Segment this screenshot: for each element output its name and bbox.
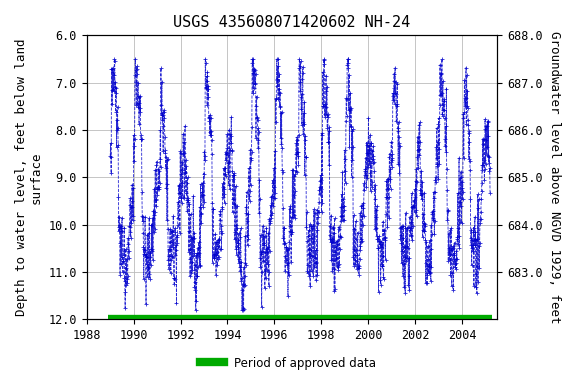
Legend: Period of approved data: Period of approved data [196,352,380,374]
Y-axis label: Groundwater level above NGVD 1929, feet: Groundwater level above NGVD 1929, feet [548,31,561,324]
Y-axis label: Depth to water level, feet below land
surface: Depth to water level, feet below land su… [15,39,43,316]
Title: USGS 435608071420602 NH-24: USGS 435608071420602 NH-24 [173,15,411,30]
